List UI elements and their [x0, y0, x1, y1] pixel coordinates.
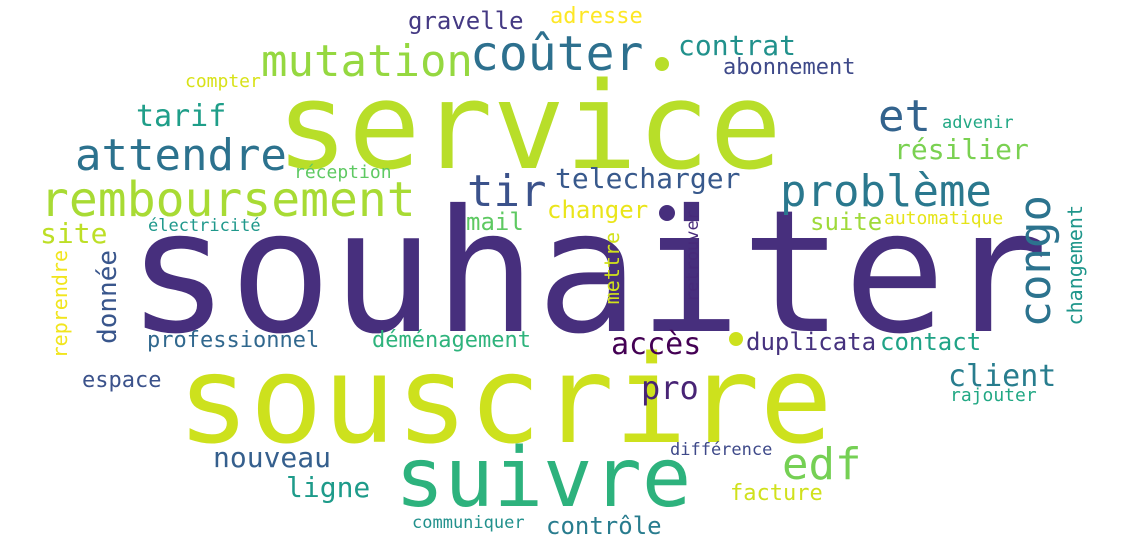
word-difference: différence — [670, 440, 773, 460]
word-communiquer: communiquer — [412, 513, 525, 533]
word-nouveau: nouveau — [213, 441, 332, 474]
word-adresse: adresse — [550, 4, 643, 29]
word-changement: changement — [1063, 205, 1087, 326]
decorative-dot — [659, 205, 675, 221]
word-demenagement: déménagement — [372, 328, 531, 353]
word-reprendre: reprendre — [48, 250, 72, 359]
word-mail: mail — [466, 208, 524, 236]
decorative-dot — [729, 332, 743, 346]
word-facture: facture — [730, 481, 823, 506]
word-contact: contact — [880, 328, 982, 356]
word-changer: changer — [547, 196, 649, 224]
word-souhaiter: souhaiter — [127, 174, 1049, 372]
word-advenir: advenir — [942, 113, 1014, 133]
word-ligne: ligne — [286, 471, 371, 504]
word-edf: edf — [782, 439, 862, 490]
word-espace: espace — [82, 368, 162, 393]
word-souscrire: souscrire — [177, 330, 833, 471]
word-mettre: mettre — [600, 232, 624, 305]
word-suivre: suivre — [395, 431, 692, 526]
word-tir: tir — [467, 166, 547, 217]
word-et: et — [878, 91, 931, 142]
word-service: service — [276, 58, 782, 197]
word-abonnement: abonnement — [723, 55, 856, 80]
word-tarif: tarif — [136, 99, 227, 134]
word-contrat: contrat — [678, 29, 797, 62]
word-resilier: résilier — [894, 133, 1029, 166]
word-rajouter: rajouter — [950, 385, 1037, 406]
word-suite: suite — [810, 208, 883, 236]
word-acces: accès — [611, 327, 702, 362]
word-client: client — [948, 359, 1057, 394]
word-electricite: électricité — [148, 216, 261, 236]
word-attendre: attendre — [75, 130, 287, 181]
word-compter: compter — [185, 71, 261, 92]
word-reception: réception — [294, 162, 392, 183]
decorative-dot — [655, 57, 669, 71]
word-telecharger: telecharger — [555, 162, 741, 195]
word-couter: coûter — [470, 26, 644, 82]
word-donnee: donnée — [93, 250, 123, 344]
word-automatique: automatique — [884, 208, 1004, 229]
word-duplicata: duplicata — [746, 328, 877, 356]
word-pro: pro — [641, 369, 699, 407]
word-professionnel: professionnel — [147, 328, 320, 353]
word-controle: contrôle — [546, 512, 662, 540]
word-probleme: problème — [780, 166, 992, 217]
word-congo: congo — [1010, 195, 1061, 328]
word-mutation: mutation — [261, 36, 473, 87]
word-retrouver: retrouver — [683, 210, 703, 303]
word-gravelle: gravelle — [408, 7, 524, 35]
word-remboursement: remboursement — [40, 172, 416, 228]
word-site: site — [40, 217, 108, 250]
